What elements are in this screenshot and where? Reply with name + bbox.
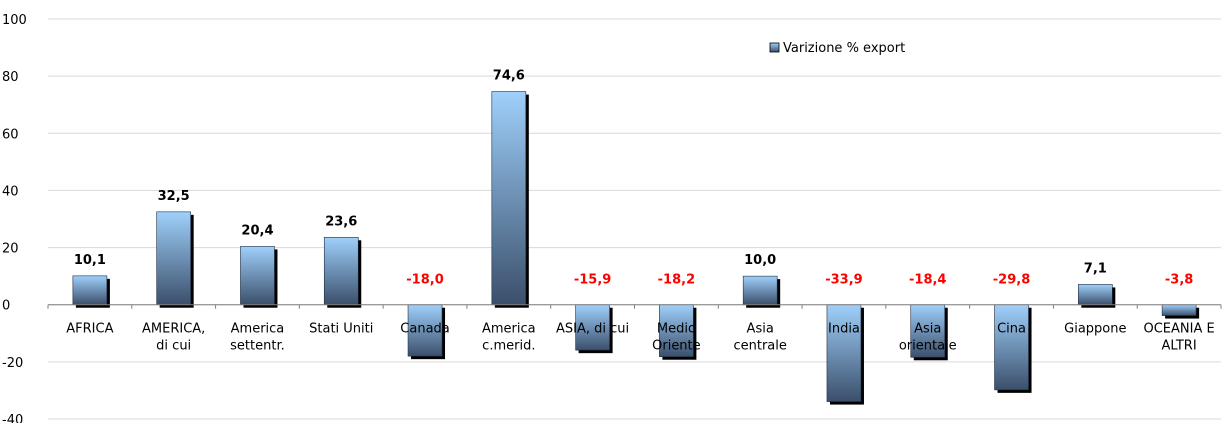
x-tick-label: Giappone [1064, 322, 1126, 337]
data-label: 10,1 [74, 253, 106, 268]
x-tick-label: America c.merid. [482, 322, 536, 354]
x-tick-label: AMERICA, di cui [142, 322, 205, 354]
x-tick-label: Canada [400, 322, 449, 337]
x-tick-label: Medio Oriente [652, 322, 701, 354]
data-label: 10,0 [744, 253, 776, 268]
y-axis-tick-labels: -40 -20 0 20 40 60 80 100 [2, 13, 27, 423]
data-label: 7,1 [1084, 261, 1107, 276]
legend-label: Varizione % export [783, 41, 905, 56]
x-tick-label: AFRICA [66, 322, 113, 337]
y-tick-label: 40 [2, 184, 19, 199]
bar [994, 304, 1029, 391]
y-tick-label: 0 [2, 299, 10, 314]
x-axis-tick-labels: AFRICA AMERICA, di cui America settentr. Stat… [66, 322, 1214, 354]
y-tick-label: -40 [2, 413, 23, 423]
data-label: 23,6 [325, 214, 357, 229]
bar [323, 236, 359, 306]
bar [910, 304, 946, 358]
data-label: -3,8 [1165, 273, 1193, 288]
data-label: -29,8 [993, 273, 1030, 288]
x-tick-label: India [828, 322, 860, 337]
bars [72, 91, 1200, 405]
bar [1078, 284, 1113, 306]
data-label: -18,4 [909, 273, 946, 288]
y-tick-label: 100 [2, 13, 27, 28]
bar [491, 91, 527, 306]
x-tick-label: America settentr. [230, 322, 285, 354]
bar [659, 304, 694, 358]
data-label: -15,9 [574, 273, 611, 288]
x-tick-label: Stati Uniti [309, 322, 373, 337]
bar [407, 304, 443, 357]
data-label: -33,9 [825, 273, 862, 288]
data-label: -18,0 [406, 273, 443, 288]
y-tick-label: 80 [2, 70, 19, 85]
data-labels: 10,1 32,5 20,4 23,6 -18,0 74,6 -15,9 -18,2 10,0 -… [74, 69, 1193, 288]
y-tick-label: 20 [2, 242, 19, 257]
data-label: 20,4 [241, 223, 273, 238]
data-label: -18,2 [658, 273, 695, 288]
x-tick-label: Cina [997, 322, 1026, 337]
x-tick-label: ASIA, di cui [556, 322, 629, 337]
bar [826, 304, 862, 402]
bar [240, 246, 275, 306]
y-tick-label: 60 [2, 127, 19, 142]
data-label: 32,5 [158, 189, 190, 204]
bar [72, 275, 108, 306]
zero-axis [47, 304, 1222, 309]
x-tick-label: OCEANIA E ALTRI [1143, 322, 1214, 354]
bar [575, 304, 610, 351]
bar [742, 275, 778, 306]
bar [1161, 304, 1197, 316]
x-tick-label: Asia centrale [733, 322, 786, 354]
legend: Varizione % export [769, 41, 905, 56]
bar [156, 211, 191, 306]
legend-swatch [769, 42, 780, 53]
x-tick-label: Asia orientale [899, 322, 957, 354]
y-tick-label: -20 [2, 356, 23, 371]
gridlines [48, 18, 1221, 420]
data-label: 74,6 [493, 69, 525, 84]
